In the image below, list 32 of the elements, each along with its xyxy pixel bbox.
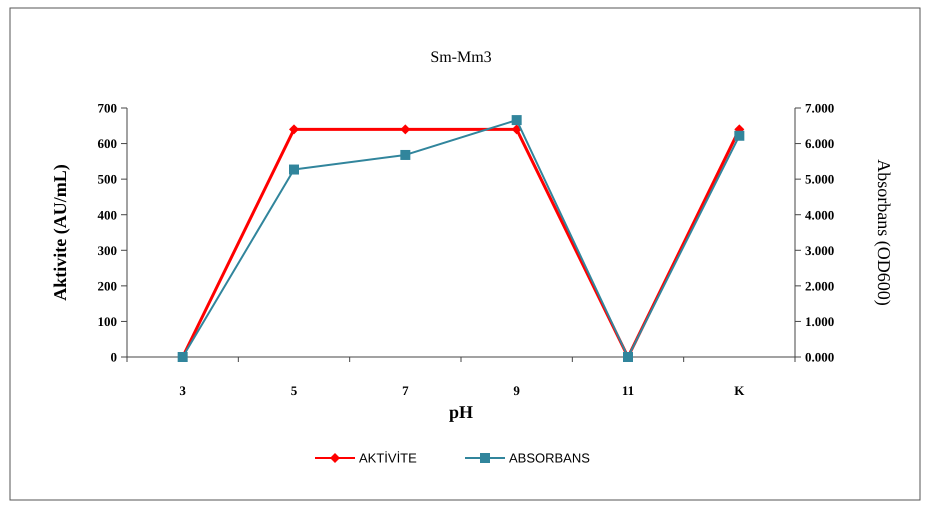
y-tick-label: 300 [98,242,117,258]
y-tick-label: 200 [98,278,117,294]
y2-tick-label: 5.000 [805,172,834,187]
y-tick-label: 100 [98,314,117,329]
y-tick-label: 700 [98,100,117,116]
y2-tick-label: 2.000 [805,278,834,294]
point [734,130,744,141]
x-tick-label: 7 [402,383,410,398]
y2-tick-label: 1.000 [805,314,834,329]
x-axis-title: pH [448,402,474,422]
legend-label: AKTİVİTE [359,450,418,466]
x-tick-label: 11 [622,383,634,398]
y-tick-label: 400 [98,207,117,222]
point [289,164,299,175]
x-tick-label: K [734,383,746,398]
y2-tick-label: 3.000 [805,242,834,258]
y-axis-title: Aktivite (AU/mL) [50,164,70,301]
y2-tick-label: 7.000 [805,100,834,116]
y-tick-label: 600 [98,136,117,152]
x-tick-label: 9 [513,383,520,398]
x-tick-label: 5 [290,383,298,398]
point [512,115,522,126]
chart-title: Sm-Mm3 [430,49,492,66]
y2-tick-label: 0.000 [805,350,834,365]
y2-tick-label: 6.000 [805,136,834,152]
y2-axis-title: Absorbans (OD600) [874,159,894,306]
point [400,150,410,160]
legend-label: ABSORBANS [509,450,590,466]
y-tick-label: 0 [110,350,117,365]
x-tick-label: 3 [179,383,186,398]
y2-tick-label: 4.000 [805,207,834,222]
y-tick-label: 500 [98,172,117,187]
